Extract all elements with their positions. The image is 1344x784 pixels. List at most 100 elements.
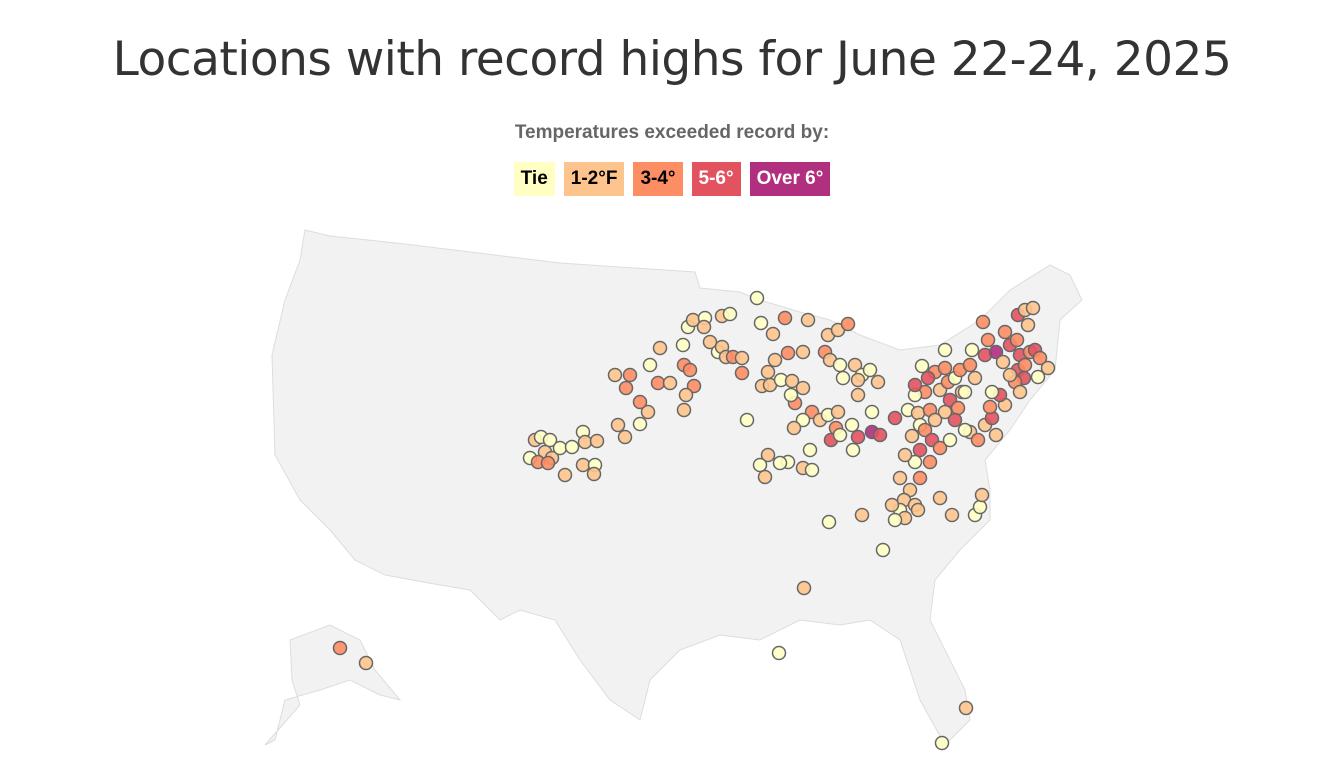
location-dot (982, 399, 998, 415)
location-dot (974, 487, 990, 503)
location-dot (830, 404, 846, 420)
location-dot (557, 467, 573, 483)
location-dot (887, 512, 903, 528)
location-dot (749, 290, 765, 306)
alaska-outline (264, 624, 402, 746)
us-outline (271, 229, 1083, 746)
locations (332, 290, 1056, 751)
location-dot (864, 404, 880, 420)
location-dot (964, 342, 980, 358)
location-dot (937, 342, 953, 358)
location-dot (772, 455, 788, 471)
location-dot (904, 428, 920, 444)
location-dot (988, 344, 1004, 360)
location-dot (907, 454, 923, 470)
location-dot (854, 507, 870, 523)
location-dot (686, 378, 702, 394)
location-dot (887, 410, 903, 426)
location-dot (796, 580, 812, 596)
location-dot (765, 326, 781, 342)
location-dot (910, 502, 926, 518)
location-dot (662, 375, 678, 391)
legend-item: 1-2°F (563, 162, 625, 196)
location-dot (862, 362, 878, 378)
location-dot (795, 412, 811, 428)
location-dot (632, 416, 648, 432)
legend-item: Tie (513, 162, 555, 196)
legend-item: Over 6° (749, 162, 831, 196)
location-dot (957, 422, 973, 438)
location-dot (1020, 317, 1036, 333)
location-dot (910, 405, 926, 421)
location-dot (771, 645, 787, 661)
location-dot (947, 412, 963, 428)
location-dot (682, 362, 698, 378)
location-dot (780, 345, 796, 361)
location-dot (540, 455, 556, 471)
location-dot (652, 340, 668, 356)
location-dot (847, 357, 863, 373)
location-dot (802, 442, 818, 458)
location-dot (640, 404, 656, 420)
location-dot (783, 387, 799, 403)
location-dot (760, 447, 776, 463)
location-dot (832, 427, 848, 443)
location-dot (607, 367, 623, 383)
location-dot (1002, 367, 1018, 383)
location-dot (845, 442, 861, 458)
location-dot (722, 306, 738, 322)
location-dot (589, 433, 605, 449)
location-dot (675, 337, 691, 353)
location-dot (892, 470, 908, 486)
location-dot (988, 427, 1004, 443)
location-dot (970, 432, 986, 448)
location-dot (944, 507, 960, 523)
location-dot (642, 357, 658, 373)
location-dot (975, 314, 991, 330)
location-dot (962, 357, 978, 373)
location-dot (618, 380, 634, 396)
location-dot (734, 350, 750, 366)
location-dot (1025, 300, 1041, 316)
location-dot (850, 372, 866, 388)
location-dot (552, 440, 568, 456)
location-dot (676, 402, 692, 418)
location-dot (795, 344, 811, 360)
location-dot (967, 370, 983, 386)
location-dot (950, 400, 966, 416)
location-dot (972, 499, 988, 515)
location-dot (875, 542, 891, 558)
location-dot (784, 373, 800, 389)
location-dot (832, 357, 848, 373)
location-dot (922, 454, 938, 470)
location-dot (1017, 357, 1033, 373)
location-dot (927, 412, 943, 428)
location-dot (850, 387, 866, 403)
location-dot (1009, 332, 1025, 348)
location-dot (907, 377, 923, 393)
location-dot (757, 469, 773, 485)
location-dot (942, 432, 958, 448)
location-dot (872, 427, 888, 443)
location-dot (840, 316, 856, 332)
location-dot (1032, 350, 1048, 366)
location-dot (564, 439, 580, 455)
location-dot (844, 417, 860, 433)
legend-title: Temperatures exceeded record by: (514, 122, 830, 143)
location-dot (912, 470, 928, 486)
legend: Tie 1-2°F 3-4° 5-6° Over 6° (0, 162, 1344, 196)
location-dot (821, 514, 837, 530)
location-dot (850, 429, 866, 445)
location-dot (358, 655, 374, 671)
location-dot (617, 429, 633, 445)
location-dot (753, 315, 769, 331)
title: Locations with record highs for June 22-… (112, 32, 1232, 87)
location-dot (575, 457, 591, 473)
location-dot (958, 700, 974, 716)
location-dot (696, 319, 712, 335)
legend-item: 5-6° (691, 162, 741, 196)
location-dot (917, 422, 933, 438)
legend-item: 3-4° (633, 162, 683, 196)
